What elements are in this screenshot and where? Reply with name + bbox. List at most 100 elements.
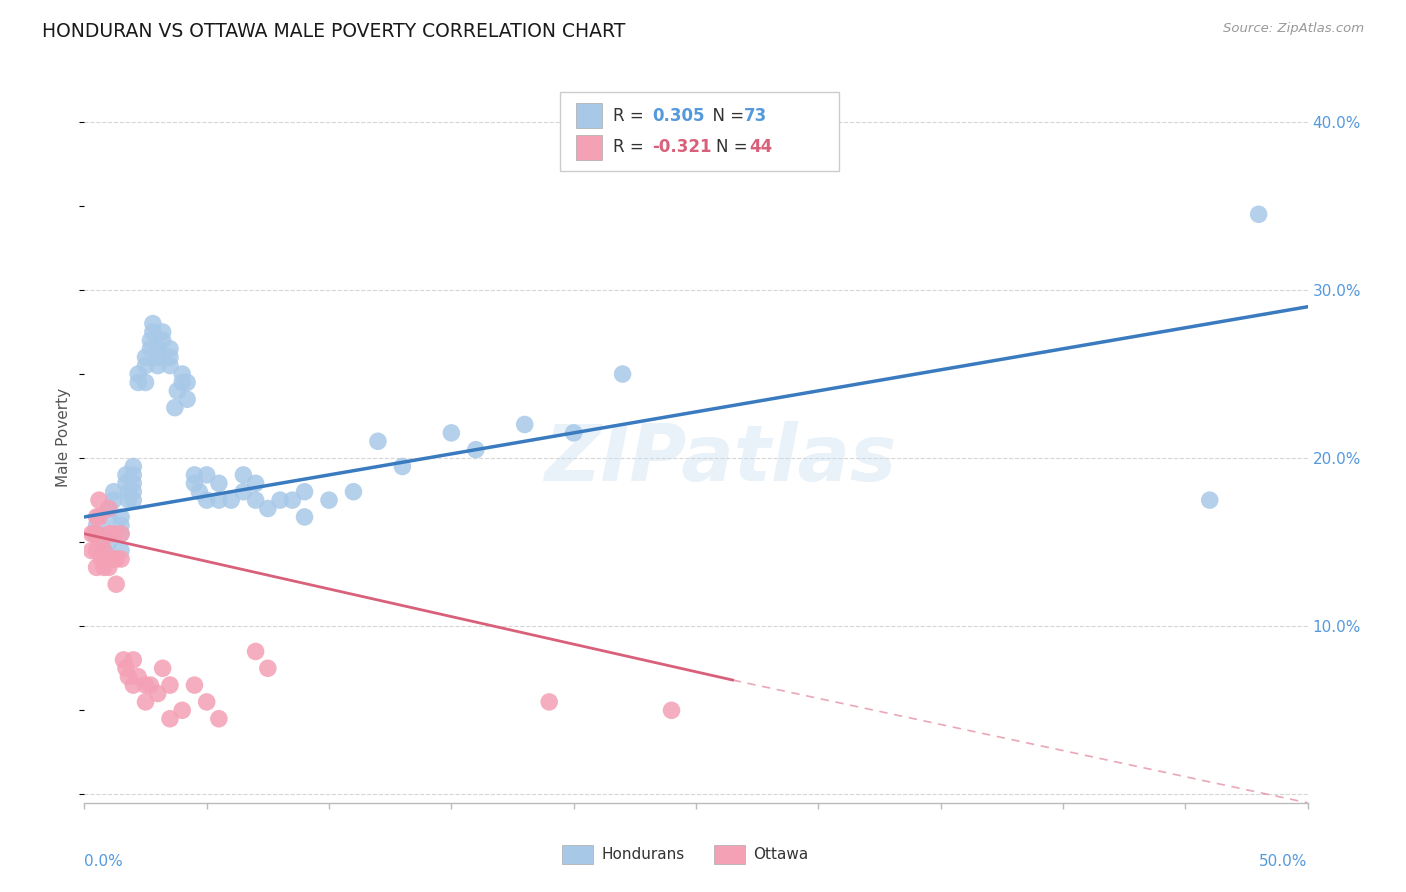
Point <box>183 467 205 482</box>
Point <box>281 493 304 508</box>
Point <box>103 552 125 566</box>
Point <box>122 678 145 692</box>
Point <box>93 560 115 574</box>
Point <box>142 325 165 339</box>
Point <box>245 493 267 508</box>
Point <box>122 467 145 482</box>
Point <box>195 695 218 709</box>
Text: HONDURAN VS OTTAWA MALE POVERTY CORRELATION CHART: HONDURAN VS OTTAWA MALE POVERTY CORRELAT… <box>42 22 626 41</box>
Text: 44: 44 <box>749 138 773 156</box>
Point <box>172 376 194 390</box>
Point <box>90 552 112 566</box>
Point <box>80 543 103 558</box>
Point <box>562 425 585 440</box>
Point <box>367 434 389 449</box>
Point <box>97 501 120 516</box>
Point <box>464 442 486 457</box>
Point <box>110 526 132 541</box>
Point <box>93 543 115 558</box>
Point <box>86 510 108 524</box>
Point <box>97 526 120 541</box>
Point <box>294 510 316 524</box>
Point <box>294 484 316 499</box>
Point <box>86 518 108 533</box>
Point <box>342 484 364 499</box>
Point <box>257 661 280 675</box>
Point <box>122 459 145 474</box>
Point <box>152 661 174 675</box>
Point <box>122 476 145 491</box>
Point <box>163 401 186 415</box>
Text: R =: R = <box>613 107 650 125</box>
Point <box>87 493 110 508</box>
Point <box>117 493 139 508</box>
Point <box>135 350 157 364</box>
Point <box>146 359 169 373</box>
Point <box>142 317 165 331</box>
Point <box>127 367 149 381</box>
Point <box>86 560 108 574</box>
Point <box>1247 207 1270 221</box>
Point <box>86 526 108 541</box>
Point <box>661 703 683 717</box>
Point <box>159 712 181 726</box>
Point <box>87 510 110 524</box>
Point <box>232 484 254 499</box>
Point <box>86 526 108 541</box>
Point <box>112 653 135 667</box>
Point <box>80 526 103 541</box>
Text: N =: N = <box>716 138 752 156</box>
Point <box>139 678 162 692</box>
Text: R =: R = <box>613 138 650 156</box>
Point <box>139 342 162 356</box>
Point <box>1198 493 1220 508</box>
Point <box>105 577 128 591</box>
Point <box>176 392 198 407</box>
Point <box>176 376 198 390</box>
Point <box>159 350 181 364</box>
Point <box>135 376 157 390</box>
Point <box>538 695 561 709</box>
Point <box>103 526 125 541</box>
Point <box>105 552 128 566</box>
Point <box>97 501 120 516</box>
Point <box>115 476 138 491</box>
Point <box>110 543 132 558</box>
Point <box>90 535 112 549</box>
Text: 0.305: 0.305 <box>652 107 704 125</box>
Point <box>183 476 205 491</box>
Point <box>159 342 181 356</box>
Point <box>245 644 267 658</box>
Text: Hondurans: Hondurans <box>602 847 685 862</box>
Text: N =: N = <box>702 107 749 125</box>
Point <box>135 695 157 709</box>
Point <box>97 526 120 541</box>
Point <box>135 678 157 692</box>
Point <box>127 670 149 684</box>
Point <box>117 484 139 499</box>
Point <box>97 560 120 574</box>
Point <box>110 518 132 533</box>
Point <box>195 467 218 482</box>
Point <box>103 493 125 508</box>
Point <box>172 703 194 717</box>
Point <box>127 376 149 390</box>
Text: ZIPatlas: ZIPatlas <box>544 421 897 497</box>
Point <box>245 476 267 491</box>
Point <box>152 325 174 339</box>
Text: Ottawa: Ottawa <box>754 847 808 862</box>
Point <box>146 686 169 700</box>
Point <box>122 493 145 508</box>
Point <box>83 526 105 541</box>
Point <box>159 359 181 373</box>
Point <box>110 526 132 541</box>
Point <box>97 552 120 566</box>
Point <box>232 467 254 482</box>
Point <box>391 459 413 474</box>
Point <box>513 417 536 432</box>
Point <box>152 334 174 348</box>
Point <box>146 342 169 356</box>
Point <box>110 510 132 524</box>
Text: -0.321: -0.321 <box>652 138 711 156</box>
Point <box>172 367 194 381</box>
